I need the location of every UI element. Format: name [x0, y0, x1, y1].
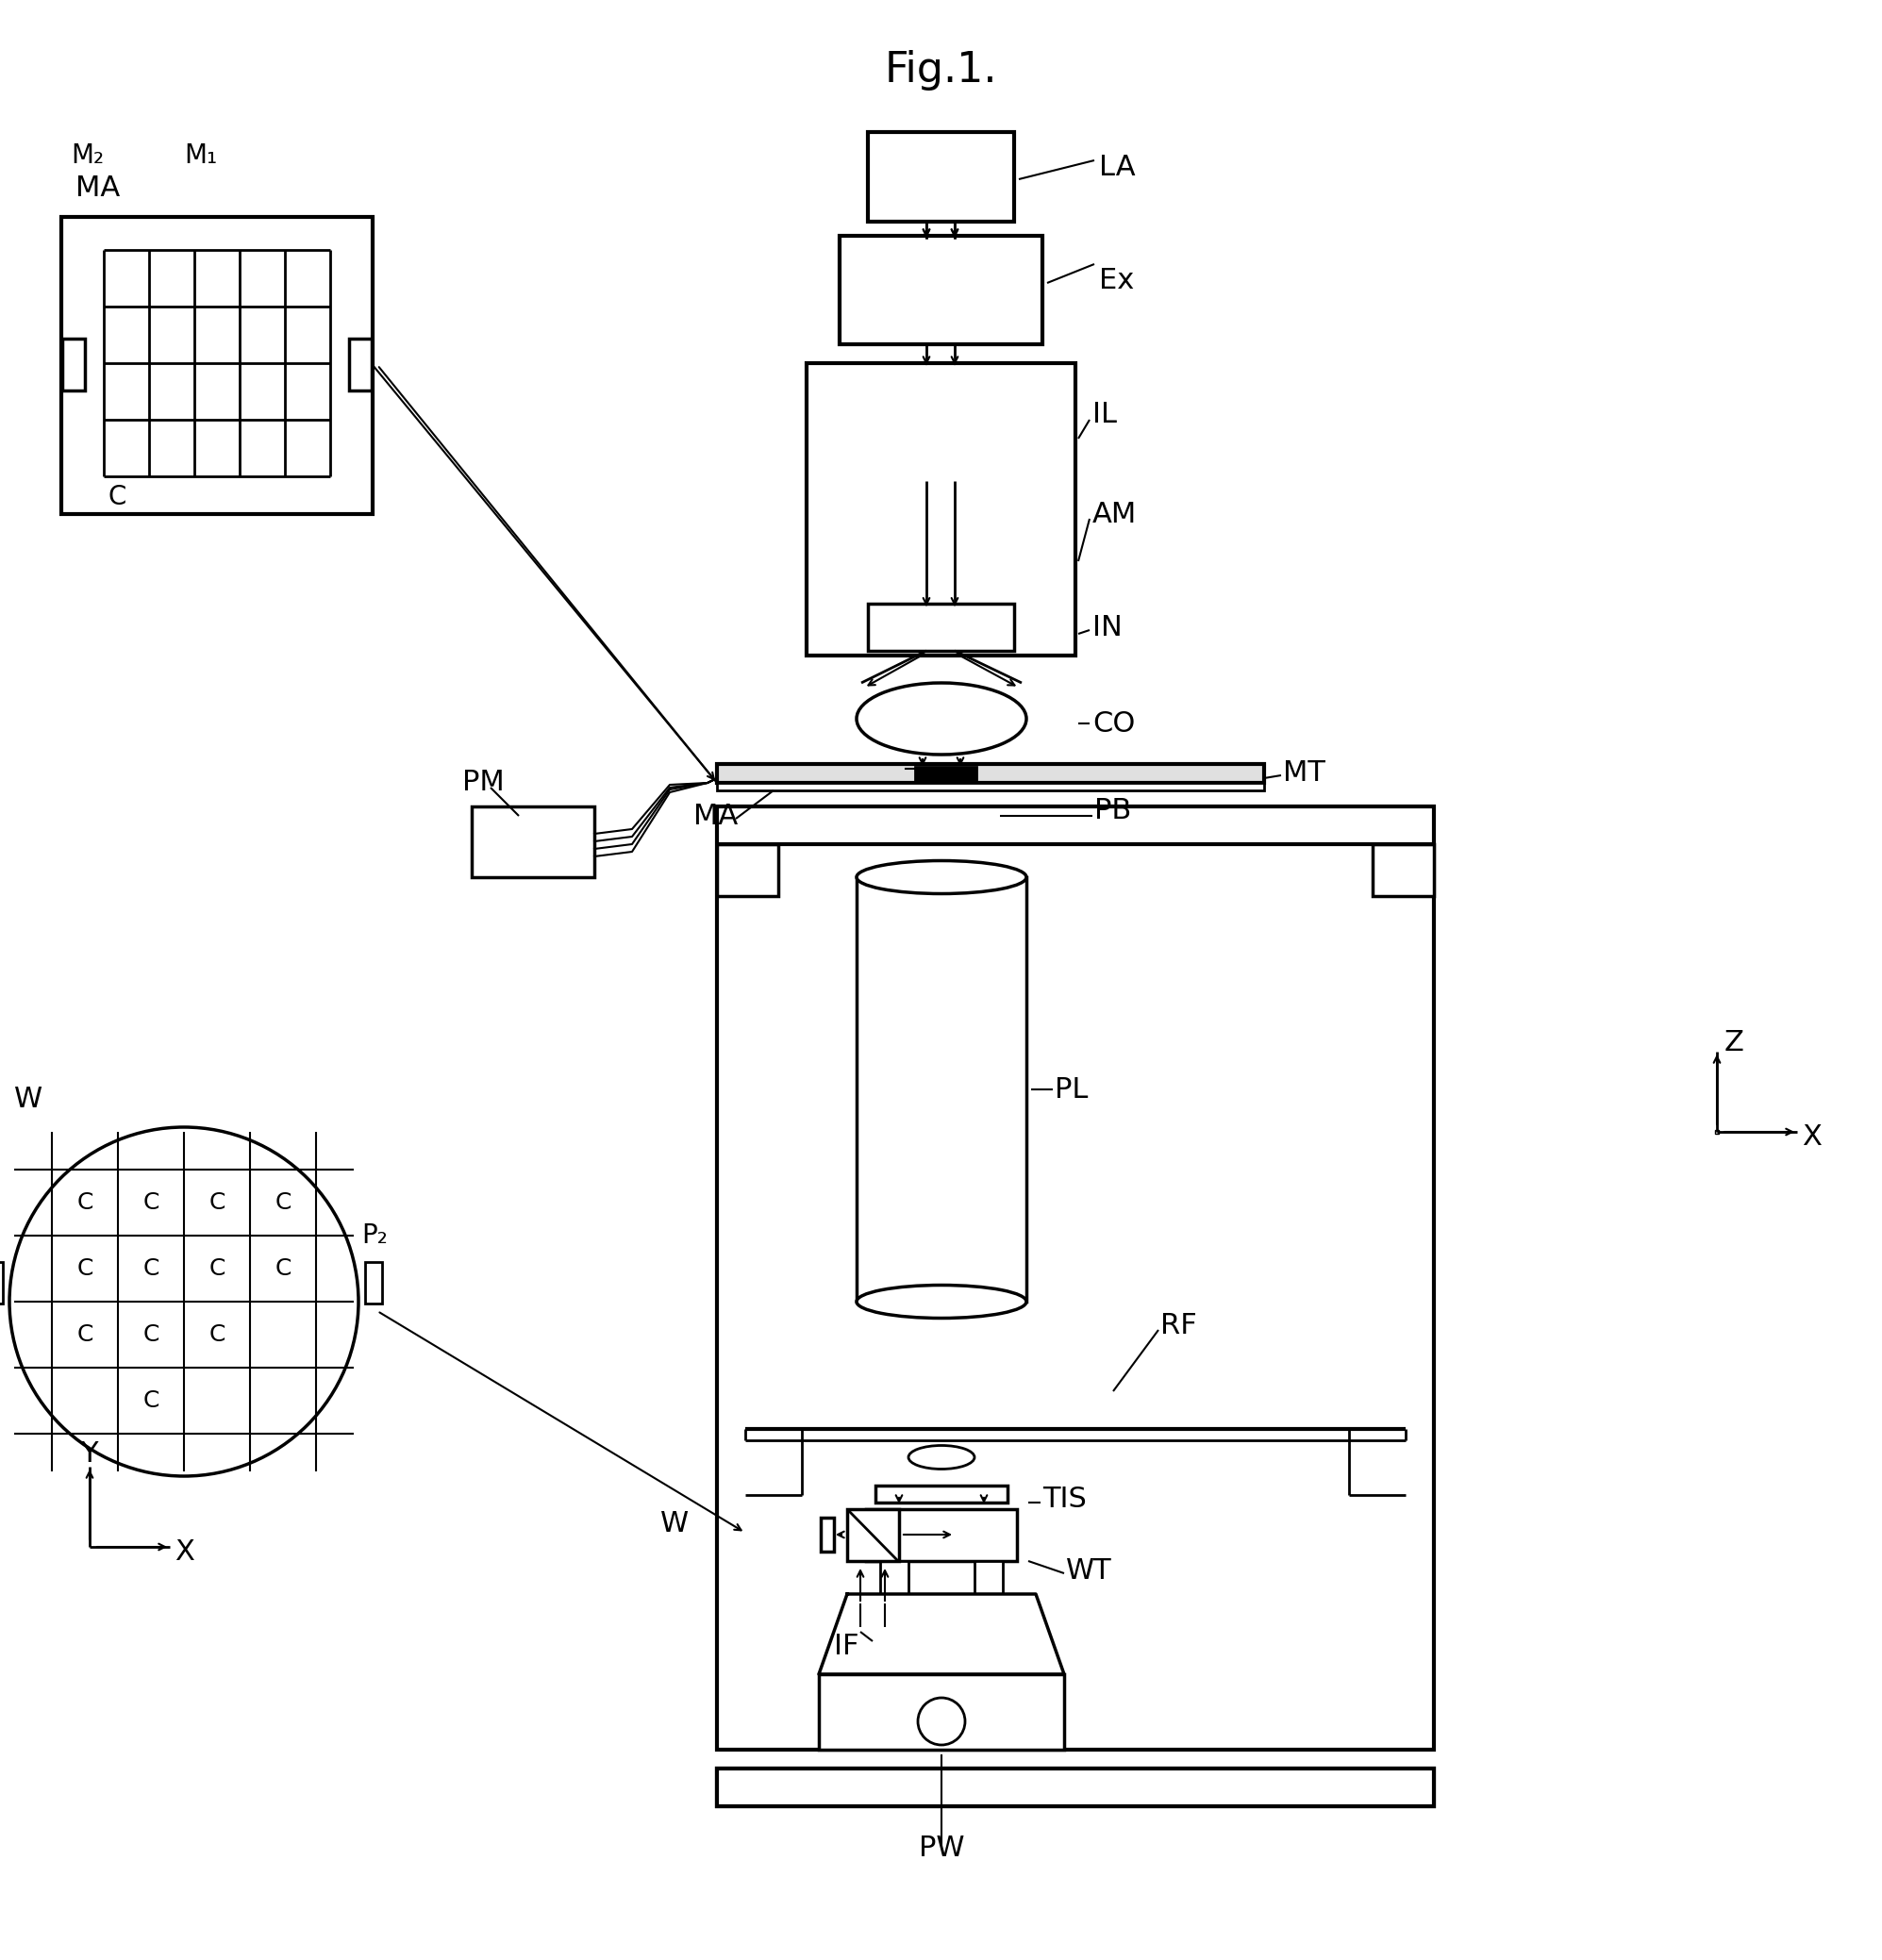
Bar [875, 1486, 1007, 1503]
Circle shape [9, 1127, 358, 1476]
Text: MA: MA [693, 802, 738, 829]
Text: C: C [109, 484, 126, 510]
Text: C: C [143, 1323, 160, 1347]
Text: PW: PW [918, 1835, 964, 1862]
Bar [868, 604, 1014, 651]
Text: IN: IN [1092, 613, 1122, 641]
Text: LA: LA [1099, 153, 1135, 180]
Text: IF: IF [834, 1633, 858, 1660]
Text: X: X [1801, 1123, 1822, 1151]
Bar [348, 339, 371, 390]
Text: M₁: M₁ [184, 143, 216, 169]
Text: AM: AM [1092, 500, 1137, 527]
Bar [856, 878, 1026, 1301]
Bar [847, 1509, 900, 1560]
Bar [62, 339, 85, 390]
Bar [717, 1768, 1434, 1807]
Text: P₂: P₂ [361, 1223, 388, 1249]
Bar [839, 235, 1043, 345]
Text: C: C [143, 1390, 160, 1411]
Text: RF: RF [1161, 1311, 1197, 1339]
Bar [975, 1560, 1003, 1593]
Text: PM: PM [463, 768, 504, 796]
Text: PB: PB [1093, 798, 1131, 825]
Polygon shape [819, 1593, 1063, 1674]
Text: Z: Z [1724, 1029, 1745, 1056]
Ellipse shape [856, 1286, 1026, 1319]
Bar [915, 766, 977, 780]
Text: C: C [77, 1256, 92, 1280]
Bar [0, 1262, 4, 1303]
Bar [1715, 1131, 1718, 1133]
Text: X: X [175, 1539, 194, 1566]
Bar [1372, 845, 1434, 896]
Ellipse shape [856, 682, 1026, 755]
Text: IL: IL [1092, 402, 1116, 429]
Bar [881, 1560, 909, 1593]
Bar [819, 1674, 1063, 1750]
Text: C: C [275, 1192, 292, 1213]
Bar [717, 764, 1265, 782]
Text: TIS: TIS [1043, 1486, 1086, 1513]
Text: C: C [209, 1256, 226, 1280]
Text: C: C [209, 1192, 226, 1213]
Bar [472, 806, 595, 878]
Bar [717, 1768, 1434, 1807]
Bar [717, 845, 779, 896]
Text: C: C [143, 1256, 160, 1280]
Bar [365, 1262, 382, 1303]
Text: Fig.1.: Fig.1. [885, 51, 997, 90]
Text: W: W [15, 1086, 43, 1113]
Bar [866, 1509, 1016, 1560]
Text: C: C [143, 1192, 160, 1213]
Text: Y: Y [81, 1441, 98, 1468]
Bar [62, 218, 373, 514]
Ellipse shape [856, 860, 1026, 894]
Bar [717, 806, 1434, 1750]
Text: PL: PL [1054, 1076, 1088, 1103]
Text: C: C [77, 1192, 92, 1213]
Bar [821, 1517, 834, 1552]
Bar [717, 782, 1265, 790]
Bar [807, 363, 1075, 655]
Ellipse shape [909, 1445, 975, 1470]
Text: MT: MT [1284, 760, 1325, 788]
Text: C: C [209, 1323, 226, 1347]
Text: C: C [77, 1323, 92, 1347]
Text: WT: WT [1065, 1556, 1112, 1584]
Text: MA: MA [75, 174, 120, 202]
Bar [868, 131, 1014, 221]
Text: C: C [275, 1256, 292, 1280]
Text: Ex: Ex [1099, 267, 1135, 294]
Text: W: W [661, 1509, 689, 1537]
Text: M₂: M₂ [72, 143, 104, 169]
Text: CO: CO [1092, 710, 1135, 737]
Circle shape [918, 1697, 965, 1744]
